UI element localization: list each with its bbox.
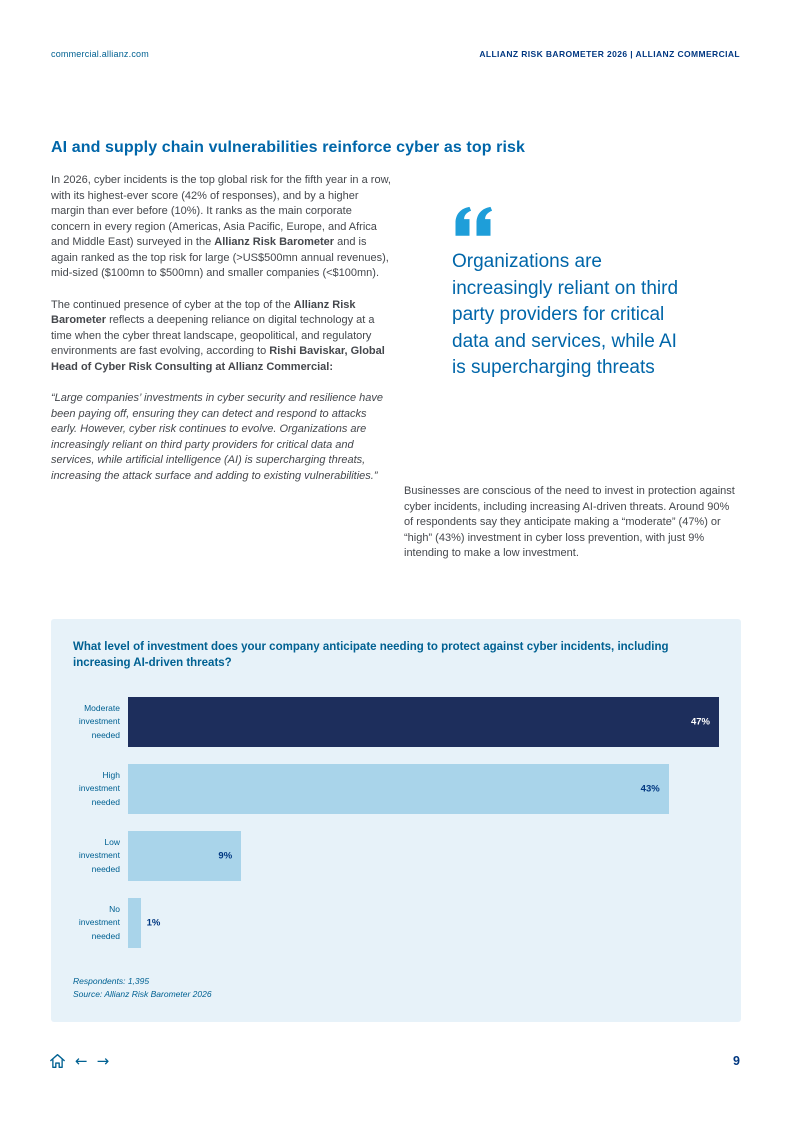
bar-chart: Moderate investment needed 47% High invest…: [73, 697, 719, 948]
bar-track: 47%: [128, 697, 719, 747]
bar-value-label: 47%: [690, 716, 710, 728]
page-footer: ← → 9: [49, 1053, 740, 1069]
bar-track: 9%: [128, 831, 719, 881]
doc-reference: ALLIANZ RISK BAROMETER 2026 | ALLIANZ CO…: [479, 49, 740, 59]
arrow-left-icon[interactable]: ←: [75, 1051, 88, 1070]
bar: 47%: [128, 697, 719, 747]
bar-category-label: Low investment needed: [78, 837, 120, 874]
bar-row: High investment needed 43%: [73, 764, 719, 814]
page-header: commercial.allianz.com ALLIANZ RISK BARO…: [51, 49, 740, 59]
article-title: AI and supply chain vulnerabilities rein…: [51, 138, 526, 156]
chart-question: What level of investment does your compa…: [73, 641, 669, 669]
bar: [128, 898, 141, 948]
bar-value-label: 9%: [218, 850, 233, 862]
text-segment: The continued presence of cyber at the t…: [51, 298, 294, 311]
bar: 43%: [128, 764, 669, 814]
text-segment-bold: Allianz Risk Barometer: [214, 236, 335, 248]
bar-category-label: No investment needed: [78, 904, 120, 941]
bar-category-label: High investment needed: [78, 770, 120, 807]
text-segment-bold: Allianz Risk Barometer: [51, 298, 356, 327]
chart-panel: What level of investment does your compa…: [51, 619, 741, 1022]
bar-track: 43%: [128, 764, 719, 814]
pull-quote: Organizations are increasingly reliant o…: [452, 251, 679, 378]
paragraph-2: The continued presence of cyber at the t…: [51, 298, 392, 376]
bar-row: Low investment needed 9%: [73, 831, 719, 881]
quote-icon: [452, 204, 494, 236]
quote-paragraph: “Large companies’ investments in cyber s…: [51, 392, 383, 482]
text-segment: reflects a deepening reliance on digital…: [51, 314, 375, 357]
text-segment: In 2026, cyber incidents is the top glob…: [51, 174, 391, 248]
paragraph-1: In 2026, cyber incidents is the top glob…: [51, 173, 392, 282]
bar-value-label: 1%: [146, 917, 161, 929]
text-segment: and is again ranked as the top risk for …: [51, 236, 389, 279]
bar-category-label: Moderate investment needed: [78, 703, 120, 740]
source-note: Source: Allianz Risk Barometer 2026: [73, 989, 212, 999]
site-link[interactable]: commercial.allianz.com: [51, 49, 149, 59]
home-icon[interactable]: [49, 1053, 66, 1069]
bar: 9%: [128, 831, 242, 881]
bar-row: Moderate investment needed 47%: [73, 697, 719, 747]
bar-value-label: 43%: [640, 783, 660, 795]
bar-row: No investment needed 1%: [73, 898, 719, 948]
chart-footnote: Respondents: 1,395 Source: Allianz Risk …: [73, 975, 719, 1001]
bar-track: 1%: [128, 898, 719, 948]
page-number: 9: [733, 1054, 740, 1068]
respondents-note: Respondents: 1,395: [73, 976, 150, 986]
arrow-right-icon[interactable]: →: [96, 1051, 110, 1070]
intro-column: In 2026, cyber incidents is the top glob…: [51, 173, 392, 500]
text-segment-bold: Rishi Baviskar, Global Head of Cyber Ris…: [51, 345, 385, 373]
footer-navigation: ← →: [49, 1053, 109, 1069]
investment-paragraph: Businesses are conscious of the need to …: [404, 485, 735, 559]
